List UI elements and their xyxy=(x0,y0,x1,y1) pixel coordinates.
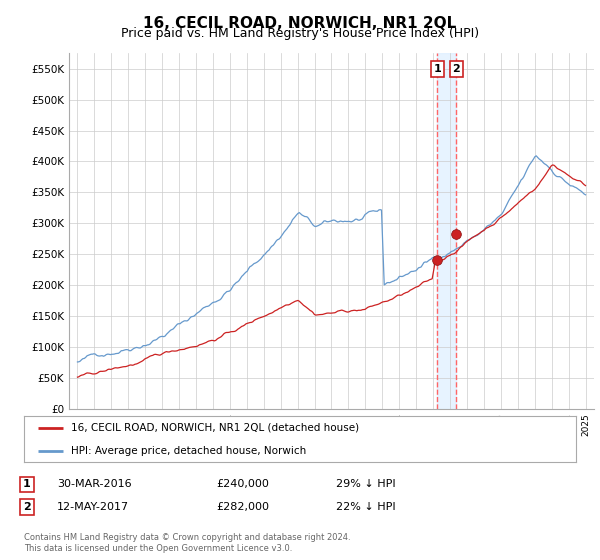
Text: 2: 2 xyxy=(452,64,460,74)
Text: £240,000: £240,000 xyxy=(216,479,269,489)
Text: 1: 1 xyxy=(433,64,441,74)
Text: 30-MAR-2016: 30-MAR-2016 xyxy=(57,479,131,489)
Text: 16, CECIL ROAD, NORWICH, NR1 2QL: 16, CECIL ROAD, NORWICH, NR1 2QL xyxy=(143,16,457,31)
Text: 29% ↓ HPI: 29% ↓ HPI xyxy=(336,479,395,489)
Text: Contains HM Land Registry data © Crown copyright and database right 2024.
This d: Contains HM Land Registry data © Crown c… xyxy=(24,533,350,553)
Bar xyxy=(437,53,457,409)
Text: 16, CECIL ROAD, NORWICH, NR1 2QL (detached house): 16, CECIL ROAD, NORWICH, NR1 2QL (detach… xyxy=(71,423,359,432)
Text: 1: 1 xyxy=(23,479,31,489)
Text: 22% ↓ HPI: 22% ↓ HPI xyxy=(336,502,395,512)
Text: HPI: Average price, detached house, Norwich: HPI: Average price, detached house, Norw… xyxy=(71,446,306,455)
Text: 12-MAY-2017: 12-MAY-2017 xyxy=(57,502,129,512)
Text: £282,000: £282,000 xyxy=(216,502,269,512)
Text: 2: 2 xyxy=(23,502,31,512)
Text: Price paid vs. HM Land Registry's House Price Index (HPI): Price paid vs. HM Land Registry's House … xyxy=(121,27,479,40)
